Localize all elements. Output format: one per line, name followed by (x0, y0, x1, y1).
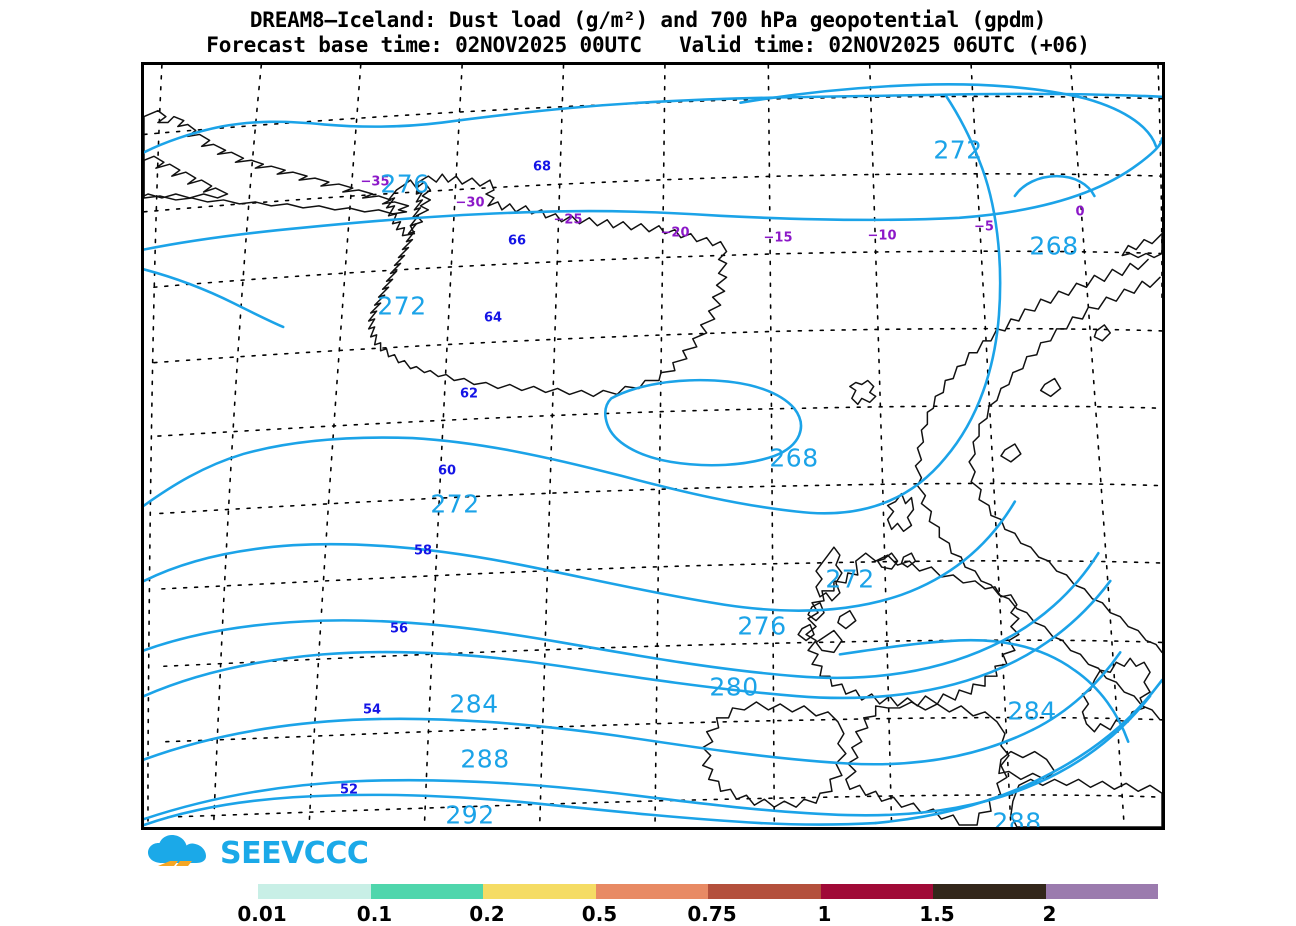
coastline-norway-islands (1093, 324, 1112, 342)
colorbar-tick-0.5: 0.5 (581, 902, 618, 926)
arrow-chevron-2 (176, 861, 192, 866)
coastline-orkney (876, 552, 899, 570)
contour-272-top-arc (739, 83, 1158, 148)
graticule-meridians (147, 65, 1162, 827)
contour-268-closed-low (603, 378, 803, 467)
coastline-scotland-skye (815, 629, 843, 654)
logo-text: SEEVCCC (220, 836, 369, 871)
coastline-ireland (701, 701, 847, 808)
coastline-norway-islands-2 (1039, 377, 1062, 398)
colorbar-tick-0.2: 0.2 (469, 902, 505, 926)
cloud-shape (148, 835, 206, 863)
contour-268-topright (1013, 174, 1096, 198)
colorbar-tick-0.1: 0.1 (356, 902, 393, 926)
colorbar-tick-1.5: 1.5 (919, 902, 955, 926)
colorbar-segment-1 (820, 884, 933, 899)
contour-296-main (144, 793, 877, 827)
contour-288-main (144, 717, 1035, 766)
colorbar-segment-0.5 (595, 884, 708, 899)
contour-280-main (144, 551, 1100, 680)
contour-284-east (838, 638, 1130, 743)
contour-276-north (144, 92, 1162, 154)
coastline-norway-lofoten (1121, 232, 1162, 259)
colorbar-tick-0.75: 0.75 (687, 902, 737, 926)
colorbar-segment-0.75 (708, 884, 821, 899)
contour-284-main (144, 579, 1112, 700)
coastline-iceland-west-fjords (385, 179, 432, 237)
coastline-outer-hebrides-2 (807, 602, 825, 622)
dust-load-colorbar: 0.01 0.1 0.2 0.5 0.75 1 1.5 2 (237, 884, 1158, 926)
geopotential-contours (144, 83, 1162, 827)
contour-288-east (1031, 651, 1122, 732)
chart-title-line-1: DREAM8—Iceland: Dust load (g/m²) and 700… (249, 8, 1047, 32)
coastline-shetland (886, 492, 915, 533)
seevccc-logo: SEEVCCC (148, 834, 369, 874)
colorbar-segment-2 (1045, 884, 1158, 899)
arrow-chevron-1 (158, 861, 178, 866)
coastlines (144, 109, 1162, 827)
coastline-scotland (805, 552, 1020, 707)
colorbar-segment-0.2 (483, 884, 596, 899)
chart-title-line-2: Forecast base time: 02NOV2025 00UTC Vali… (206, 33, 1090, 57)
coastline-scotland-islands (837, 609, 857, 630)
graticule-parallels (144, 95, 1162, 818)
contour-272-west (144, 268, 285, 329)
colorbar-tick-0.01: 0.01 (237, 902, 287, 926)
contour-272-central (144, 93, 1002, 515)
map-graphics: .coast{fill:none;stroke:#111;stroke-widt… (144, 65, 1162, 827)
colorbar-tick-1: 1 (817, 902, 832, 926)
colorbar-tick-2: 2 (1042, 902, 1057, 926)
coastline-greenland-fjords (144, 155, 229, 199)
contour-296-east (874, 678, 1162, 825)
colorbar-strip (258, 884, 1158, 899)
coastline-faroe-islands (849, 379, 877, 406)
coastline-continental-europe (1010, 778, 1162, 827)
colorbar-segment-1.5 (933, 884, 1046, 899)
coastline-norway (914, 258, 1161, 721)
coastline-denmark (1081, 657, 1151, 733)
contour-272-north (144, 137, 1162, 251)
cloud-icon (148, 835, 214, 873)
coastline-outer-hebrides (815, 546, 843, 602)
coastline-greenland (144, 109, 410, 215)
contour-276-main (144, 500, 1017, 612)
colorbar-segment-0.1 (370, 884, 483, 899)
chart-title-block: DREAM8—Iceland: Dust load (g/m²) and 700… (0, 8, 1296, 58)
coastline-norway-islands-3 (1000, 443, 1022, 463)
cloud-arrow-icon (148, 835, 206, 866)
contour-292-main (144, 694, 1152, 821)
colorbar-tick-labels: 0.01 0.1 0.2 0.5 0.75 1 1.5 2 (237, 902, 1158, 926)
colorbar-segment-0.01 (258, 884, 371, 899)
map-plot-area: .coast{fill:none;stroke:#111;stroke-widt… (141, 62, 1165, 830)
coastline-norway-inner (968, 276, 1162, 654)
